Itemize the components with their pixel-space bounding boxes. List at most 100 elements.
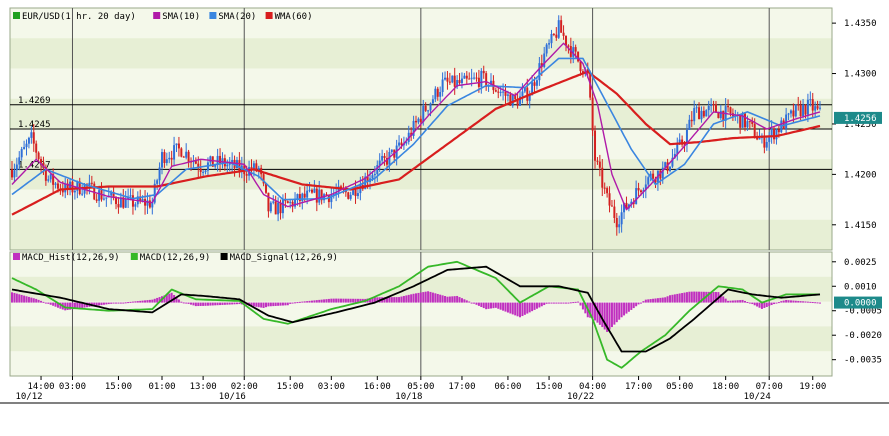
price-candle-body (378, 160, 381, 166)
price-candle-body (291, 201, 294, 207)
price-candle-body (473, 77, 476, 79)
macd-hist-bar (165, 294, 168, 303)
price-candle-body (76, 181, 79, 191)
x-tick-time: 03:00 (59, 382, 86, 392)
price-candle-body (620, 212, 623, 225)
price-candle-body (489, 80, 492, 85)
macd-hist-bar (460, 298, 463, 303)
macd-hist-bar (194, 302, 197, 307)
price-candle-body (516, 99, 519, 106)
macd-hist-bar (95, 302, 98, 306)
macd-hist-bar (671, 294, 674, 303)
macd-hist-bar (560, 302, 563, 304)
price-candle-body (535, 80, 538, 86)
macd-hist-bar (260, 302, 263, 308)
price-candle-body (187, 151, 190, 162)
price-candle-body (756, 137, 759, 140)
macd-hist-bar (758, 302, 761, 308)
macd-hist-bar (226, 302, 229, 305)
macd-hist-bar (37, 299, 40, 303)
macd-hist-bar (613, 302, 616, 325)
legend-swatch (265, 12, 273, 19)
macd-hist-bar (170, 292, 173, 303)
macd-hist-bar (296, 302, 299, 304)
x-tick-time: 04:00 (579, 382, 606, 392)
price-candle-body (649, 173, 652, 178)
macd-hist-bar (477, 302, 480, 306)
price-candle-body (659, 170, 662, 179)
macd-hist-bar (620, 302, 623, 318)
price-candle-body (415, 120, 417, 123)
price-candle-body (231, 159, 234, 163)
price-candle-body (262, 174, 265, 184)
macd-hist-bar (277, 302, 280, 306)
price-candle-body (349, 194, 352, 199)
price-candle-body (124, 198, 127, 208)
price-candle-body (37, 152, 40, 160)
price-candle-body (221, 158, 224, 164)
price-candle-body (700, 110, 703, 120)
price-candle-body (463, 75, 466, 79)
macd-hist-bar (760, 302, 763, 309)
macd-hist-bar (20, 294, 23, 303)
macd-hist-bar (797, 300, 800, 303)
x-tick-time: 17:00 (625, 382, 652, 392)
price-candle-body (802, 104, 805, 117)
price-candle-body (71, 181, 74, 193)
price-candle-body (506, 94, 509, 96)
level-label: 1.4269 (18, 96, 51, 106)
macd-hist-bar (298, 301, 301, 303)
price-candle-body (286, 201, 289, 204)
macd-hist-bar (78, 302, 81, 309)
price-candle-body (269, 202, 272, 212)
macd-hist-bar (219, 302, 222, 306)
macd-hist-bar (59, 302, 62, 309)
x-tick-date: 10/12 (15, 392, 42, 402)
price-candle-body (480, 70, 483, 87)
macd-hist-bar (402, 295, 405, 303)
legend-label: MACD_Signal(12,26,9) (230, 253, 338, 263)
price-candle-body (257, 167, 260, 171)
macd-hist-bar (139, 300, 142, 303)
macd-hist-bar (354, 298, 357, 303)
price-candle-body (303, 193, 306, 198)
last-price-label: 1.4256 (844, 114, 877, 124)
price-candle-body (158, 167, 161, 181)
price-candle-body (226, 164, 229, 167)
price-candle-body (698, 107, 701, 120)
price-candle-body (265, 183, 268, 193)
macd-hist-bar (531, 302, 534, 312)
price-candle-body (809, 99, 812, 101)
macd-hist-bar (310, 300, 313, 303)
macd-hist-bar (235, 302, 238, 305)
macd-hist-bar (448, 296, 451, 303)
price-candle-body (637, 187, 640, 191)
macd-hist-bar (494, 302, 497, 308)
macd-hist-bar (535, 302, 538, 309)
price-candle-body (47, 179, 50, 181)
x-tick-time: 07:00 (756, 382, 783, 392)
price-candle-body (601, 167, 604, 188)
macd-hist-bar (393, 297, 396, 303)
macd-hist-bar (407, 294, 410, 303)
price-candle-body (514, 94, 517, 100)
price-y-axis: 1.4350 1.4300 1.4250 1.4200 1.4150 1.4256 (832, 19, 882, 231)
price-candle-body (758, 138, 761, 140)
macd-hist-bar (777, 302, 780, 304)
macd-hist-bar (548, 302, 551, 304)
price-candle-body (427, 110, 430, 112)
macd-y-tick-label: 0.0010 (844, 282, 877, 292)
price-candle-body (115, 197, 118, 205)
macd-hist-bar (511, 302, 514, 315)
price-candle-body (630, 201, 633, 205)
price-candle-body (436, 88, 439, 97)
macd-hist-bar (369, 298, 372, 303)
macd-hist-bar (584, 302, 587, 314)
price-candle-body (502, 91, 505, 93)
macd-hist-bar (127, 302, 130, 304)
price-candle-body (671, 157, 674, 167)
price-candle-body (44, 166, 47, 181)
macd-hist-bar (177, 299, 180, 303)
price-candle-body (475, 77, 478, 79)
macd-hist-bar (656, 298, 659, 303)
